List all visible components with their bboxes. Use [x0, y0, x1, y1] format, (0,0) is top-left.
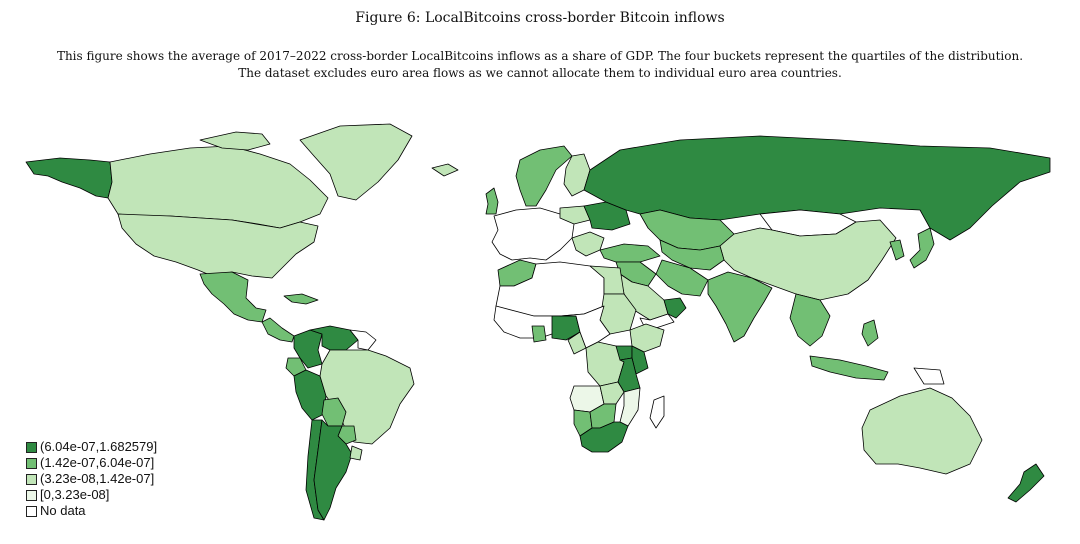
region-philippines	[861, 319, 879, 347]
region-japan	[909, 227, 935, 269]
map-legend: (6.04e-07,1.682579] (1.42e-07,6.04e-07] …	[26, 439, 157, 519]
region-alaska	[25, 157, 113, 199]
region-balkans	[571, 231, 605, 257]
figure-title: Figure 6: LocalBitcoins cross-border Bit…	[355, 10, 725, 26]
caption-line-1: This figure shows the average of 2017–20…	[56, 49, 1024, 63]
region-turkey	[599, 243, 661, 263]
region-greenland	[299, 123, 413, 201]
region-argentina	[313, 419, 353, 521]
legend-label: (3.23e-08,1.42e-07]	[40, 471, 155, 486]
legend-item: [0,3.23e-08]	[26, 487, 157, 503]
region-madagascar	[649, 395, 665, 429]
region-mexico	[199, 271, 267, 323]
region-poland	[559, 205, 591, 225]
legend-swatch	[26, 489, 37, 501]
region-finland	[563, 153, 591, 197]
world-map	[25, 123, 1051, 521]
region-oman	[663, 297, 687, 319]
region-india	[707, 271, 773, 343]
region-iceland	[431, 163, 459, 177]
legend-item: (6.04e-07,1.682579]	[26, 439, 157, 455]
region-ghana	[531, 325, 547, 343]
region-uk	[485, 187, 499, 215]
legend-item: (1.42e-07,6.04e-07]	[26, 455, 157, 471]
caption-line-2: The dataset excludes euro area flows as …	[238, 66, 842, 80]
region-central-africa	[559, 305, 611, 349]
region-central-america	[261, 317, 295, 343]
legend-swatch	[26, 505, 37, 517]
region-indonesia	[809, 355, 889, 381]
legend-label: (1.42e-07,6.04e-07]	[40, 455, 155, 470]
figure-caption: This figure shows the average of 2017–20…	[40, 48, 1040, 82]
region-new-zealand	[1007, 463, 1045, 503]
region-korea	[889, 239, 905, 261]
region-south-africa	[579, 421, 629, 453]
legend-label: No data	[40, 503, 86, 518]
region-australia	[861, 387, 983, 475]
region-canadian-arctic	[199, 131, 271, 151]
region-usa	[117, 213, 319, 279]
region-cuba	[283, 293, 319, 305]
legend-swatch	[26, 441, 37, 453]
legend-label: (6.04e-07,1.682579]	[40, 439, 158, 454]
region-uruguay	[349, 445, 363, 461]
region-papua-new-guinea	[913, 367, 945, 385]
legend-item: No data	[26, 503, 157, 519]
region-southeast-asia	[789, 293, 831, 347]
region-scandinavia	[515, 145, 573, 207]
region-zambia	[599, 381, 625, 405]
legend-item: (3.23e-08,1.42e-07]	[26, 471, 157, 487]
region-central-asia	[659, 239, 725, 271]
region-iran	[655, 259, 709, 297]
legend-swatch	[26, 473, 37, 485]
region-western-europe	[491, 207, 575, 261]
legend-swatch	[26, 457, 37, 469]
legend-label: [0,3.23e-08]	[40, 487, 110, 502]
region-kenya	[631, 345, 649, 375]
